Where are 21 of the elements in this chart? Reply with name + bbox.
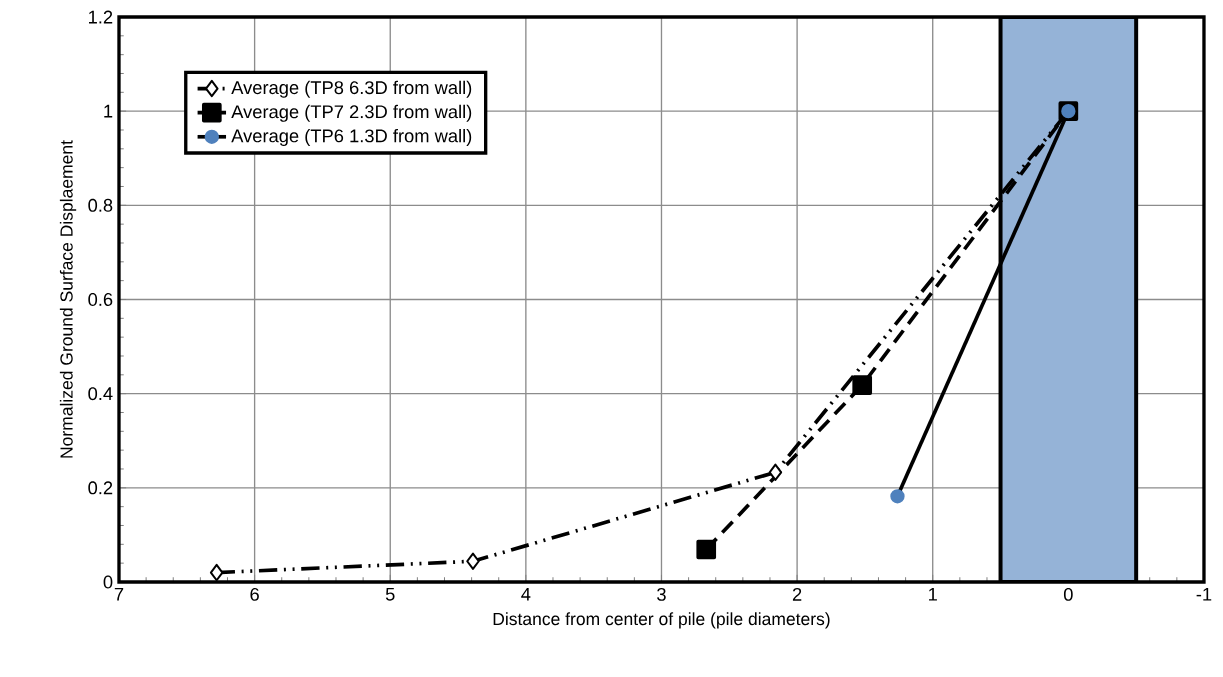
x-tick-label: 1 (929, 587, 937, 601)
y-tick-label: 1 (104, 104, 113, 118)
y-axis-title: Normalized Ground Surface Displaement (59, 140, 77, 458)
x-tick-label: 2 (792, 587, 802, 601)
legend-label: Average (TP8 6.3D from wall) (231, 80, 472, 98)
x-tick-label: 3 (657, 587, 666, 601)
y-tick-label: 0 (103, 575, 113, 589)
legend-label: Average (TP7 2.3D from wall) (231, 104, 472, 122)
y-tick-label: 0.8 (88, 198, 113, 212)
y-tick-label: 0.2 (88, 481, 113, 495)
x-tick-label: 0 (1063, 587, 1073, 601)
x-axis-title: Distance from center of pile (pile diameters) (493, 612, 830, 629)
y-tick-label: 1.2 (89, 10, 113, 24)
x-tick-label: 5 (385, 587, 395, 601)
x-tick-label: 7 (114, 587, 124, 601)
x-tick-label: 6 (250, 587, 259, 601)
y-tick-label: 0.6 (88, 293, 113, 306)
legend-label: Average (TP6 1.3D from wall) (231, 128, 472, 146)
x-tick-label: 4 (521, 587, 531, 601)
x-tick-label: -1 (1196, 587, 1212, 601)
y-tick-label: 0.4 (88, 387, 113, 401)
